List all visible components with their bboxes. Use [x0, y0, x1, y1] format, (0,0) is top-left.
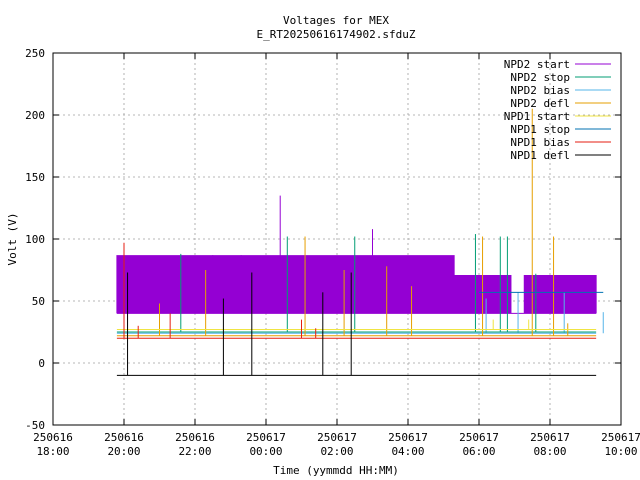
y-tick-labels: -50 0 50 100 150 200 250 — [25, 47, 45, 432]
grid-lines — [53, 53, 621, 425]
x-tick-date: 250616 — [33, 431, 73, 444]
x-tick-time: 06:00 — [462, 445, 495, 458]
x-tick-date: 250617 — [459, 431, 499, 444]
y-tick-label: 0 — [38, 357, 45, 370]
legend-label: NPD1 defl — [510, 149, 570, 162]
legend-label: NPD2 stop — [510, 71, 570, 84]
legend-label: NPD2 bias — [510, 84, 570, 97]
legend-label: NPD2 start — [504, 58, 570, 71]
y-tick-label: 150 — [25, 171, 45, 184]
x-tick-time: 10:00 — [604, 445, 637, 458]
x-tick-date: 250617 — [246, 431, 286, 444]
legend-label: NPD1 stop — [510, 123, 570, 136]
chart-title: Voltages for MEX — [283, 14, 389, 27]
series-trace — [116, 255, 597, 314]
y-tick-label: 200 — [25, 109, 45, 122]
x-tick-date: 250617 — [317, 431, 357, 444]
y-axis-label: Volt (V) — [6, 213, 19, 266]
x-tick-time: 20:00 — [107, 445, 140, 458]
y-tick-label: -50 — [25, 419, 45, 432]
x-tick-date: 250617 — [530, 431, 570, 444]
series-npd1-defl — [116, 272, 597, 376]
y-tick-label: 250 — [25, 47, 45, 60]
series-npd1-bias — [116, 242, 597, 339]
x-tick-date: 250617 — [601, 431, 640, 444]
x-tick-time: 00:00 — [249, 445, 282, 458]
legend-label: NPD1 start — [504, 110, 570, 123]
chart-subtitle: E_RT20250616174902.sfduZ — [257, 28, 416, 41]
x-tick-labels: 25061618:0025061620:0025061622:002506170… — [33, 431, 640, 458]
x-tick-date: 250616 — [104, 431, 144, 444]
axis-ticks — [52, 52, 622, 426]
series-npd2-bias — [116, 292, 604, 334]
y-tick-label: 50 — [32, 295, 45, 308]
series-npd2-defl — [116, 108, 597, 337]
x-tick-time: 22:00 — [178, 445, 211, 458]
x-tick-time: 18:00 — [36, 445, 69, 458]
x-axis-label: Time (yymmdd HH:MM) — [273, 464, 399, 477]
series-npd2-stop — [116, 234, 597, 333]
legend-label: NPD1 bias — [510, 136, 570, 149]
series-npd2-start — [116, 195, 597, 314]
series-npd1-start — [116, 319, 597, 331]
y-tick-label: 100 — [25, 233, 45, 246]
series-plot-area — [116, 108, 604, 376]
x-tick-date: 250616 — [175, 431, 215, 444]
x-tick-time: 04:00 — [391, 445, 424, 458]
x-tick-date: 250617 — [388, 431, 428, 444]
legend-label: NPD2 defl — [510, 97, 570, 110]
x-tick-time: 02:00 — [320, 445, 353, 458]
x-tick-time: 08:00 — [533, 445, 566, 458]
